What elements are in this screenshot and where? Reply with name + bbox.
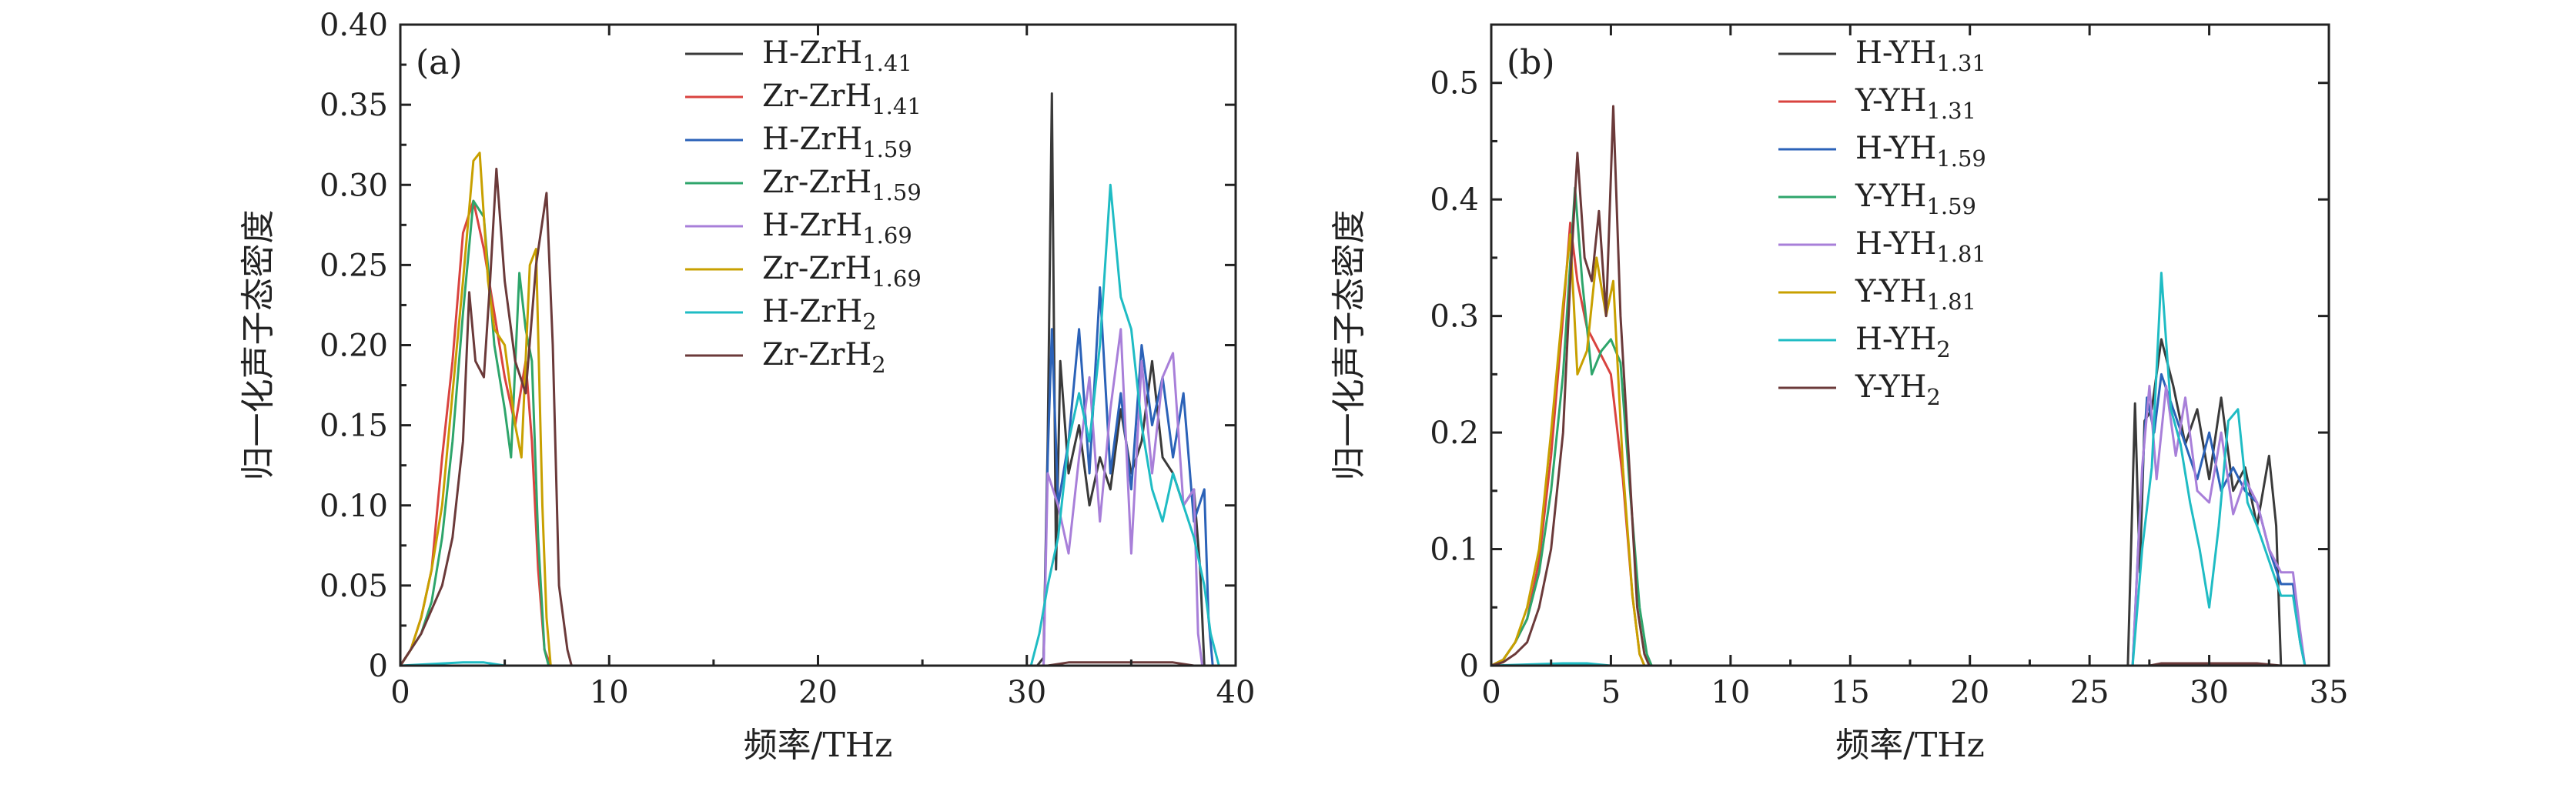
chart-panel-a: 0 10 20 30 40 0 0.05 0.10 0.15 0.20 0.25 0.30 0.35 0.… <box>239 8 1255 765</box>
y-axis-label: 归一化声子态密度 <box>239 210 278 481</box>
x-tick-label: 15 <box>1831 675 1870 710</box>
chart-panel-b: 0 5 10 15 20 25 30 35 0 0.1 0.2 0.3 0.4 0.5 (b) 频率/THz 归… <box>1330 23 2349 765</box>
y-tick-label: 0.5 <box>1430 66 1479 102</box>
x-axis-label: 频率/THz <box>1835 726 1985 765</box>
y-tick-label: 0.15 <box>319 409 388 444</box>
legend-entry: H-YH1.81 <box>1855 226 1986 267</box>
series-line-5 <box>1490 233 2329 667</box>
x-tick-label: 5 <box>1601 675 1621 710</box>
x-tick-label: 10 <box>590 675 629 710</box>
legend-entry: H-YH2 <box>1855 322 1951 362</box>
legend: H-YH1.31 Y-YH1.31 H-YH1.59 Y-YH1.59 H-YH1.81… <box>1778 35 1986 410</box>
y-tick-label: 0 <box>1460 649 1479 684</box>
panel-label: (a) <box>416 43 463 82</box>
series-line-3 <box>399 199 1236 667</box>
x-tick-label: 0 <box>1481 675 1500 710</box>
panel-label: (b) <box>1507 43 1555 82</box>
y-tick-label: 0.20 <box>319 329 388 364</box>
legend-entry: Zr-ZrH1.59 <box>762 165 922 205</box>
y-tick-label: 0.1 <box>1430 533 1479 568</box>
x-tick-label: 10 <box>1711 675 1750 710</box>
x-tick-label: 20 <box>798 675 838 710</box>
y-tick-label: 0.4 <box>1430 182 1479 218</box>
legend-entry: H-YH1.31 <box>1855 35 1986 76</box>
y-tick-label: 0.25 <box>319 248 388 283</box>
legend-entry: Y-YH1.31 <box>1855 83 1976 124</box>
x-tick-label: 0 <box>390 675 410 710</box>
x-tick-label: 35 <box>2310 675 2349 710</box>
series-line-4 <box>1491 385 2329 667</box>
x-tick-label: 30 <box>1007 675 1046 710</box>
y-tick-label: 0.10 <box>319 489 388 524</box>
series-line-3 <box>1490 186 2329 667</box>
y-tick-label: 0.05 <box>319 569 388 604</box>
legend-entry: Y-YH1.81 <box>1855 274 1976 315</box>
y-tick-label: 0.30 <box>319 168 388 203</box>
legend-entry: H-ZrH1.69 <box>762 208 912 249</box>
legend-entry: Zr-ZrH2 <box>762 337 886 378</box>
legend-entry: H-ZrH1.41 <box>762 35 912 76</box>
y-tick-label: 0.3 <box>1430 299 1479 335</box>
y-tick-label: 0.40 <box>319 8 388 43</box>
x-tick-label: 25 <box>2070 675 2109 710</box>
legend-entry: H-ZrH2 <box>762 294 877 335</box>
y-axis-label: 归一化声子态密度 <box>1330 210 1369 481</box>
y-tick-label: 0.35 <box>319 88 388 123</box>
x-axis-label: 频率/THz <box>744 726 893 765</box>
legend-entry: Y-YH1.59 <box>1855 179 1976 219</box>
legend-entry: H-ZrH1.59 <box>762 122 912 162</box>
y-tick-label: 0.2 <box>1430 416 1479 451</box>
x-tick-label: 30 <box>2190 675 2229 710</box>
legend-entry: H-YH1.59 <box>1855 131 1986 172</box>
y-tick-label: 0 <box>369 649 388 684</box>
legend-entry: Zr-ZrH1.41 <box>762 78 922 119</box>
legend-entry: Y-YH2 <box>1855 369 1941 410</box>
legend: H-ZrH1.41Zr-ZrH1.41H-ZrH1.59Zr-ZrH1.59H-… <box>685 35 922 378</box>
legend-entry: Zr-ZrH1.69 <box>762 251 922 292</box>
series-line-5 <box>399 152 1236 667</box>
x-tick-label: 40 <box>1216 675 1256 710</box>
x-tick-label: 20 <box>1950 675 1989 710</box>
